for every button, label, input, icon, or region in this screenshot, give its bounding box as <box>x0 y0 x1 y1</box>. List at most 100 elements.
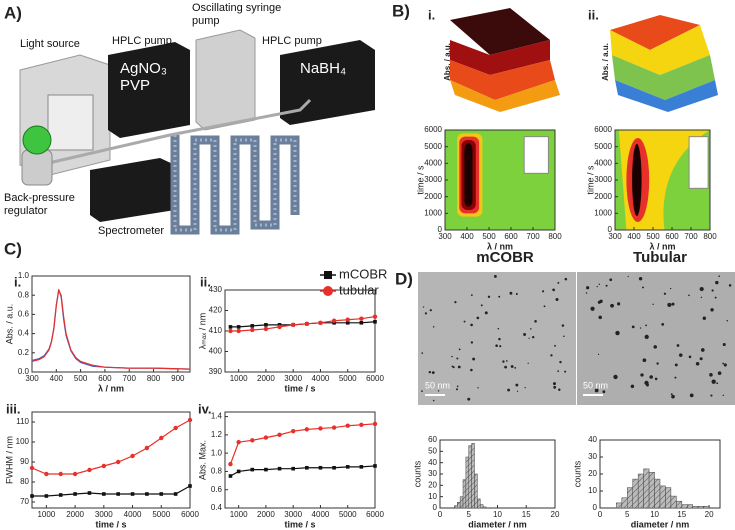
x-tick-label: 3000 <box>284 374 302 383</box>
marker <box>58 471 63 477</box>
x-tick-label: 400 <box>50 374 64 383</box>
hist-bar <box>462 479 467 509</box>
marker <box>144 445 150 451</box>
marker <box>359 321 364 325</box>
y-tick-label: 110 <box>16 417 29 426</box>
x-tick-label: 4000 <box>312 374 330 383</box>
hist-bar <box>643 468 650 509</box>
particle <box>726 319 728 322</box>
particle <box>552 382 556 386</box>
particle <box>528 337 530 339</box>
particle <box>454 301 457 304</box>
particle <box>642 358 647 363</box>
particle <box>596 285 598 288</box>
marker <box>115 459 121 465</box>
particle <box>714 296 717 299</box>
marker <box>345 465 350 469</box>
particle <box>586 286 590 290</box>
panel-label: D) <box>395 269 413 288</box>
particle <box>493 274 497 278</box>
x-axis-label: λ / nm <box>487 241 513 251</box>
marker <box>264 467 268 472</box>
y-tick-label: 2000 <box>594 192 612 201</box>
marker <box>373 464 377 468</box>
particle <box>645 324 648 327</box>
contour-band <box>632 144 642 216</box>
y-tick-label: 5000 <box>594 142 612 151</box>
y-tick-label: 5000 <box>424 142 442 151</box>
particle <box>527 362 529 364</box>
setup-label: AgNO₃ PVP <box>120 60 167 94</box>
x-axis-label: λ / nm <box>98 383 124 393</box>
marker <box>228 474 233 478</box>
marker <box>305 465 309 470</box>
particle <box>515 383 519 387</box>
x-tick-label: 400 <box>460 232 474 241</box>
particle <box>617 302 621 306</box>
particle <box>467 397 471 401</box>
y-axis-label: counts <box>412 460 422 487</box>
y-axis-label: Abs. / a.u. <box>4 304 14 345</box>
setup-label: HPLC pump <box>112 35 172 47</box>
marker <box>318 320 323 325</box>
marker <box>159 492 164 496</box>
marker <box>250 438 255 443</box>
particle <box>498 337 501 341</box>
y-axis-label: time / s <box>585 165 595 195</box>
particle <box>550 354 553 357</box>
setup-label: Back-pressure regulator <box>4 192 75 217</box>
particle <box>689 393 694 398</box>
setup-label: Oscillating syringe pump <box>192 2 282 27</box>
particle <box>487 295 491 298</box>
series-line <box>31 289 191 370</box>
scale-label: 50 nm <box>583 380 608 390</box>
particle <box>702 316 707 320</box>
hist-bar <box>703 506 710 509</box>
particle <box>627 275 629 278</box>
marker <box>58 493 63 497</box>
y-axis-label: Abs. Max. <box>197 440 207 480</box>
y-tick-label: 4000 <box>594 158 612 167</box>
particle <box>553 385 557 389</box>
particle <box>605 284 608 287</box>
particle <box>674 376 677 379</box>
particle <box>470 368 473 372</box>
particle <box>563 335 565 338</box>
particle <box>451 355 453 358</box>
particle <box>645 383 649 387</box>
particle <box>484 311 488 315</box>
tem-image <box>577 272 735 405</box>
y-tick-label: 6000 <box>594 125 612 134</box>
x-tick-label: 5000 <box>339 374 357 383</box>
y-tick-label: 1.4 <box>211 412 223 421</box>
plot-frame <box>224 411 376 509</box>
y-tick-label: 30 <box>588 452 597 461</box>
particle <box>695 362 700 366</box>
hist-bar <box>480 504 484 509</box>
x-tick-label: 2000 <box>257 510 275 519</box>
marker <box>228 328 233 334</box>
x-tick-label: 600 <box>504 232 518 241</box>
particle <box>699 357 703 361</box>
hist-bar <box>659 485 666 509</box>
subpanel-label: iii. <box>6 401 20 416</box>
particle <box>700 296 703 299</box>
marker <box>318 465 323 470</box>
particle <box>463 320 466 323</box>
particle <box>456 385 459 388</box>
particle <box>613 374 618 380</box>
particle <box>432 326 435 328</box>
marker <box>130 492 135 496</box>
y-tick-label: 390 <box>209 367 223 376</box>
marker <box>87 491 92 495</box>
y-axis-label: time / s <box>415 165 425 195</box>
x-axis-label: time / s <box>284 519 315 529</box>
series-line <box>230 465 376 477</box>
x-tick-label: 500 <box>74 374 88 383</box>
particle <box>598 315 602 320</box>
particle <box>710 308 714 312</box>
marker <box>331 425 337 430</box>
particle <box>557 370 560 372</box>
y-tick-label: 430 <box>209 285 223 294</box>
